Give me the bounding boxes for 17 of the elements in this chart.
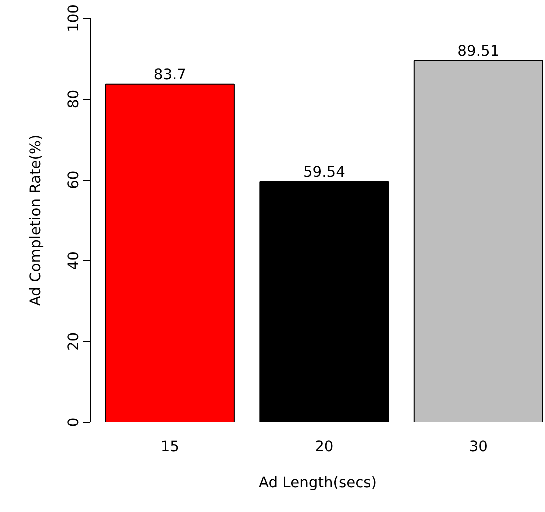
x-tick-label: 30: [469, 438, 488, 456]
x-tick-label: 20: [315, 438, 334, 456]
x-tick-label: 15: [160, 438, 180, 456]
data-label: 83.7: [154, 66, 187, 84]
y-tick-label: 40: [66, 252, 82, 270]
y-tick-label: 60: [66, 170, 82, 190]
y-tick-label: 100: [66, 4, 82, 32]
data-label: 89.51: [458, 42, 500, 60]
bar: [414, 60, 544, 422]
bar: [105, 84, 235, 422]
bar: [260, 181, 390, 422]
y-tick-label: 80: [66, 90, 82, 109]
y-axis-title: Ad Completion Rate(%): [28, 134, 44, 306]
y-tick-label: 0: [66, 418, 82, 428]
data-label: 59.54: [303, 164, 346, 181]
y-tick-label: 20: [66, 332, 82, 352]
x-axis-title: Ad Length(secs): [258, 474, 378, 492]
